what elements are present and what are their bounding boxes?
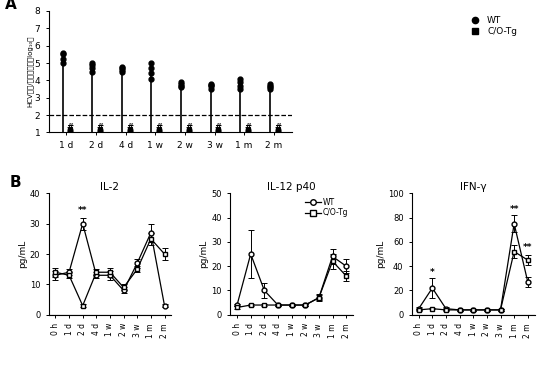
Text: A: A [5,0,17,12]
Text: B: B [9,175,21,190]
Title: IL-2: IL-2 [100,183,119,193]
Text: #: # [67,123,74,132]
Text: #: # [96,123,103,132]
Legend: WT, C/O-Tg: WT, C/O-Tg [465,15,518,37]
Text: **: ** [509,205,519,214]
Text: **: ** [523,243,532,251]
Title: IFN-γ: IFN-γ [460,183,487,193]
Text: #: # [156,123,163,132]
Title: IL-12 p40: IL-12 p40 [267,183,316,193]
Text: #: # [274,123,281,132]
Text: #: # [245,123,252,132]
Y-axis label: pg/mL: pg/mL [376,240,385,268]
Legend: WT, C/O-Tg: WT, C/O-Tg [305,197,349,218]
Text: #: # [126,123,133,132]
Y-axis label: HCV拷贝/毫克肝组织（log₁₀）: HCV拷贝/毫克肝组织（log₁₀） [26,36,33,108]
Text: *: * [430,268,435,277]
Y-axis label: pg/mL: pg/mL [18,240,27,268]
Y-axis label: pg/mL: pg/mL [199,240,208,268]
Text: **: ** [78,206,87,214]
Text: #: # [215,123,222,132]
Text: #: # [185,123,192,132]
